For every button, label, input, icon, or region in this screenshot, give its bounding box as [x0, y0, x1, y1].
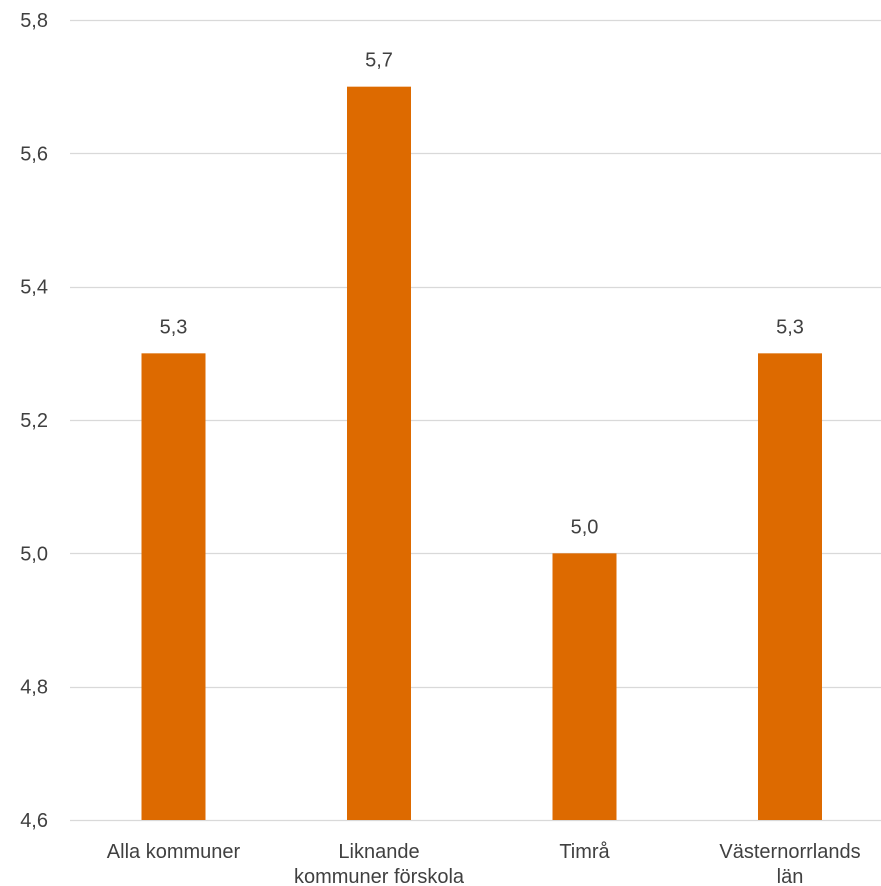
x-axis-categories: Alla kommuner Liknande kommuner förskola Ti… [107, 841, 861, 886]
y-axis-ticks: 4,6 4,8 5,0 5,2 5,4 5,6 5,8 [20, 10, 48, 832]
y-tick-label: 4,8 [20, 677, 48, 699]
data-label: 5,0 [571, 516, 599, 538]
y-tick-label: 5,0 [20, 543, 48, 565]
bar [552, 553, 617, 820]
y-tick-label: 5,6 [20, 143, 48, 165]
category-label: Västernorrlands [719, 841, 860, 863]
bar [141, 353, 206, 820]
data-label: 5,3 [160, 316, 188, 338]
y-tick-label: 4,6 [20, 810, 48, 832]
category-label: Alla kommuner [107, 841, 241, 863]
category-label: län [777, 866, 804, 886]
y-tick-label: 5,4 [20, 277, 48, 299]
y-tick-label: 5,2 [20, 410, 48, 432]
data-label: 5,3 [776, 316, 804, 338]
bar [758, 353, 822, 820]
data-labels: 5,3 5,7 5,0 5,3 [160, 50, 804, 539]
bars [141, 86, 822, 820]
data-label: 5,7 [365, 50, 393, 72]
category-label: Timrå [559, 841, 610, 863]
bar [347, 86, 411, 820]
category-label: Liknande [338, 841, 419, 863]
y-tick-label: 5,8 [20, 10, 48, 32]
category-label: kommuner förskola [294, 866, 465, 886]
